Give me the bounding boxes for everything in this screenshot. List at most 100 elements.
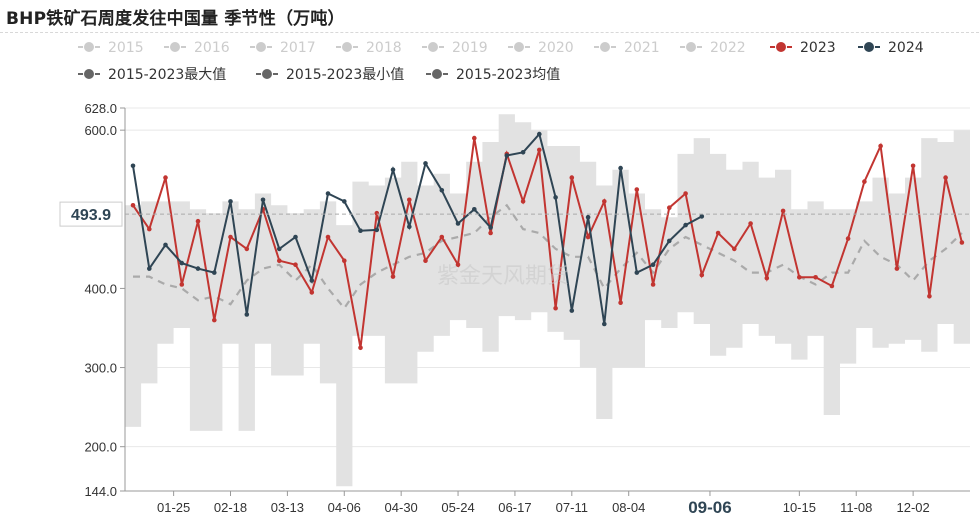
data-point-2023 bbox=[342, 258, 347, 264]
chart-title: BHP铁矿石周度发往中国量 季节性（万吨） bbox=[6, 9, 345, 29]
x-tick-label: 12-02 bbox=[896, 500, 929, 515]
legend-label: 2020 bbox=[538, 40, 574, 56]
legend-label: 2024 bbox=[888, 40, 924, 56]
legend-label: 2021 bbox=[624, 40, 660, 56]
legend-item-2015-2023均值[interactable]: 2015-2023均值 bbox=[426, 67, 560, 83]
x-tick-label: 04-30 bbox=[385, 500, 418, 515]
data-point-2023 bbox=[293, 262, 298, 268]
legend-swatch-dot bbox=[83, 41, 95, 53]
data-point-2023 bbox=[455, 262, 461, 268]
x-tick-label: 04-06 bbox=[328, 500, 361, 515]
data-point-2023 bbox=[748, 221, 753, 226]
data-point-2023 bbox=[472, 135, 477, 141]
legend-swatch-dot bbox=[169, 41, 181, 53]
data-point-2024 bbox=[342, 199, 347, 204]
data-point-2023 bbox=[553, 305, 558, 311]
legend[interactable]: 2015 2016 2017 2018 2019 2020 2021 2022 2023 2024… bbox=[78, 40, 924, 83]
data-point-2024 bbox=[423, 161, 428, 166]
legend-item-2018[interactable]: 2018 bbox=[336, 40, 402, 56]
data-point-2023 bbox=[650, 282, 656, 287]
data-point-2024 bbox=[147, 266, 152, 271]
legend-swatch-dot bbox=[513, 41, 525, 53]
data-point-2023 bbox=[358, 345, 363, 351]
data-point-2023 bbox=[829, 283, 835, 289]
legend-item-2024[interactable]: 2024 bbox=[858, 40, 924, 56]
data-point-2023 bbox=[390, 274, 396, 279]
x-tick-label: 08-04 bbox=[612, 500, 645, 515]
x-tick-label: 10-15 bbox=[783, 500, 816, 515]
title-divider bbox=[0, 32, 979, 33]
data-point-2023 bbox=[439, 234, 445, 240]
data-point-2024 bbox=[667, 238, 672, 244]
legend-item-2020[interactable]: 2020 bbox=[508, 40, 574, 56]
data-point-2023 bbox=[423, 258, 428, 264]
data-point-2024 bbox=[472, 207, 477, 212]
data-point-2023 bbox=[862, 179, 867, 184]
data-point-2024 bbox=[585, 214, 591, 220]
data-point-2023 bbox=[309, 290, 315, 295]
data-point-2024 bbox=[537, 131, 542, 137]
x-tick-label: 05-24 bbox=[441, 500, 474, 515]
legend-item-2019[interactable]: 2019 bbox=[422, 40, 488, 56]
legend-label: 2022 bbox=[710, 40, 746, 56]
data-point-2023 bbox=[715, 230, 721, 236]
legend-item-2022[interactable]: 2022 bbox=[680, 40, 746, 56]
data-point-2024 bbox=[374, 227, 380, 233]
data-point-2024 bbox=[553, 195, 558, 200]
data-point-2023 bbox=[537, 147, 542, 153]
axis-pointer: 493.9 bbox=[59, 201, 970, 227]
y-tick-label: 200.0 bbox=[84, 440, 117, 455]
y-tick-label: 628.0 bbox=[84, 101, 117, 116]
series-2024 bbox=[130, 131, 705, 327]
legend-swatch-dot bbox=[599, 41, 611, 53]
legend-label: 2019 bbox=[452, 40, 488, 56]
data-point-2024 bbox=[602, 321, 607, 327]
data-point-2023 bbox=[732, 246, 737, 252]
legend-item-2016[interactable]: 2016 bbox=[164, 40, 230, 56]
data-point-2024 bbox=[439, 188, 445, 193]
data-point-2023 bbox=[667, 205, 672, 210]
data-point-2023 bbox=[244, 246, 250, 252]
watermark-text: 紫金天风期货 bbox=[437, 264, 569, 289]
axes: 628.0 600.0 400.0 300.0 200.0 144.0 01-25 02-18… bbox=[84, 101, 970, 517]
crosshair-value-box bbox=[59, 201, 123, 227]
data-point-2024 bbox=[407, 224, 412, 229]
legend-label: 2023 bbox=[800, 40, 836, 56]
legend-item-2015-2023最小值[interactable]: 2015-2023最小值 bbox=[256, 67, 404, 83]
data-point-2024 bbox=[260, 197, 266, 203]
legend-item-2021[interactable]: 2021 bbox=[594, 40, 660, 56]
data-point-2024 bbox=[683, 222, 688, 228]
series-line-2023 bbox=[132, 137, 963, 348]
data-point-2023 bbox=[813, 275, 818, 280]
x-tick-label: 01-25 bbox=[157, 500, 190, 515]
data-point-2023 bbox=[212, 317, 217, 323]
legend-item-2023[interactable]: 2023 bbox=[770, 40, 836, 56]
legend-item-2015-2023最大值[interactable]: 2015-2023最大值 bbox=[78, 67, 226, 83]
data-point-2023 bbox=[959, 240, 965, 245]
watermark: 紫金天风期货 bbox=[437, 264, 569, 289]
data-point-2023 bbox=[130, 203, 136, 208]
data-point-2023 bbox=[195, 218, 201, 224]
data-point-2023 bbox=[764, 275, 770, 281]
legend-label: 2015-2023均值 bbox=[456, 67, 560, 83]
data-point-2024 bbox=[277, 246, 282, 252]
x-tick-label: 02-18 bbox=[214, 500, 247, 515]
data-point-2023 bbox=[374, 210, 380, 216]
data-point-2024 bbox=[195, 266, 201, 271]
data-point-2023 bbox=[618, 300, 623, 306]
data-point-2023 bbox=[894, 266, 900, 271]
legend-label: 2015-2023最小值 bbox=[286, 67, 404, 83]
data-point-2023 bbox=[699, 272, 705, 278]
series-line-2024 bbox=[132, 132, 703, 325]
data-point-2024 bbox=[618, 165, 623, 171]
legend-item-2015[interactable]: 2015 bbox=[78, 40, 144, 56]
data-point-2023 bbox=[147, 226, 152, 232]
series-2023 bbox=[130, 135, 965, 351]
data-point-2023 bbox=[325, 234, 331, 240]
data-point-2023 bbox=[277, 258, 282, 264]
data-point-2023 bbox=[228, 234, 233, 240]
data-point-2024 bbox=[488, 225, 493, 230]
legend-item-2017[interactable]: 2017 bbox=[250, 40, 316, 56]
legend-swatch-dot bbox=[431, 68, 443, 80]
